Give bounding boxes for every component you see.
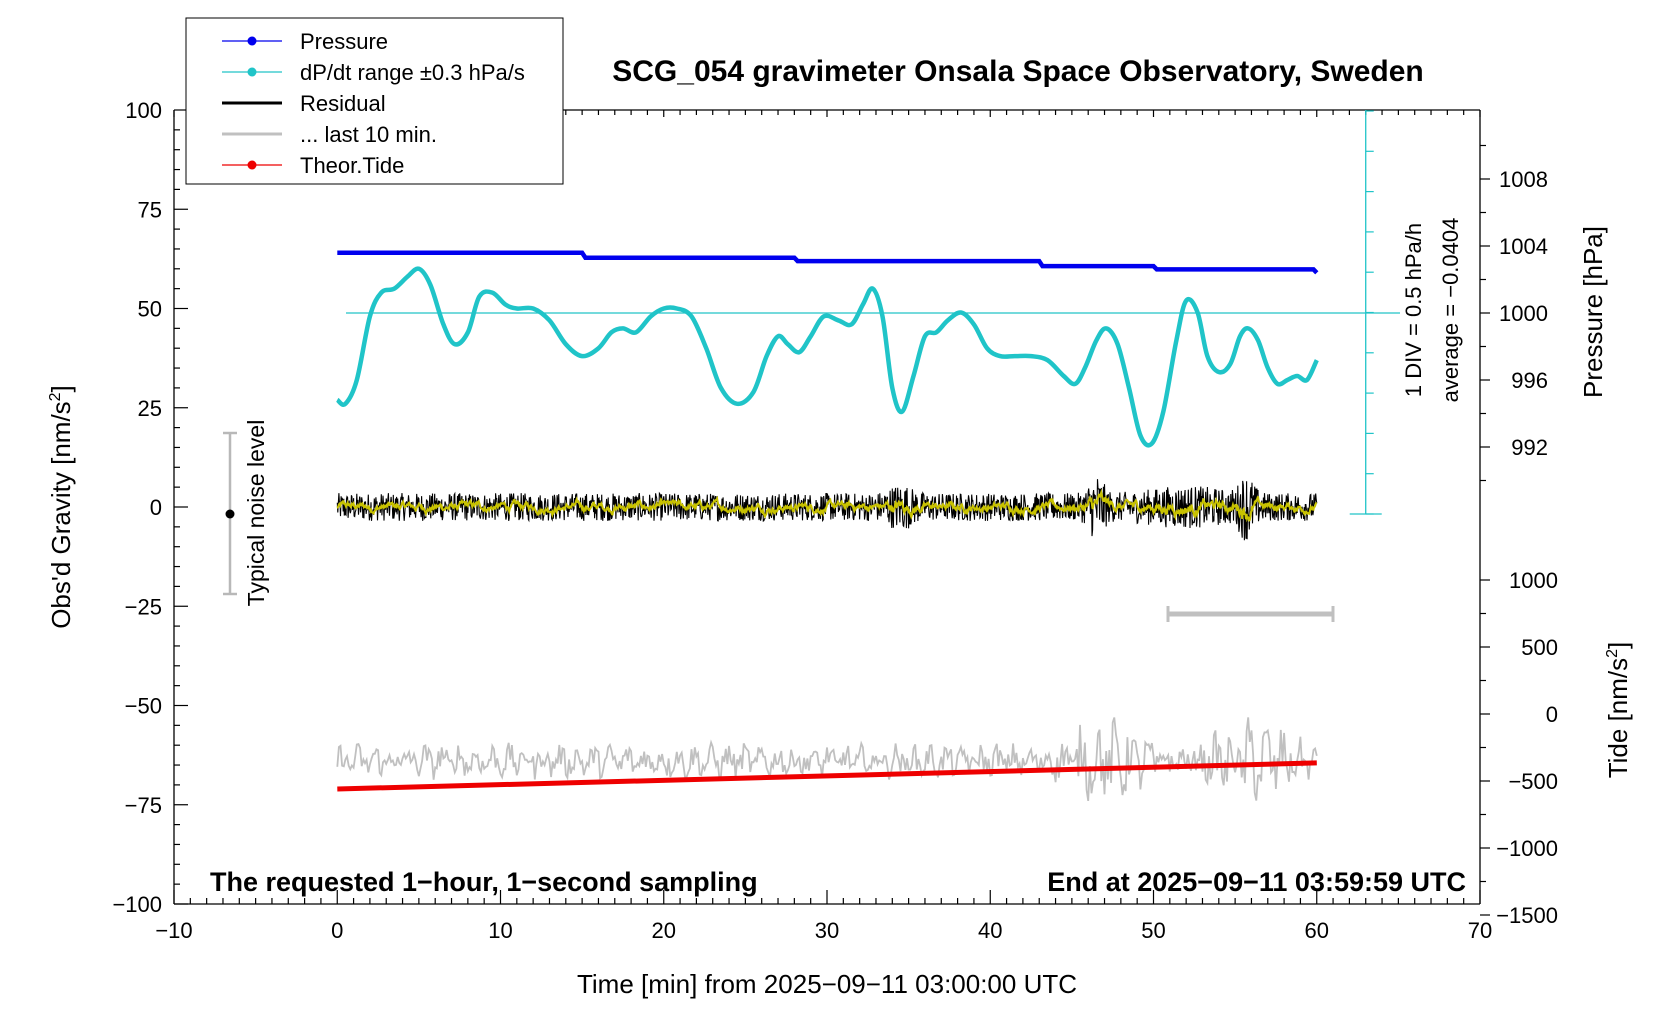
noise-level-bar xyxy=(223,431,237,596)
pressure-tick-label: 1008 xyxy=(1499,167,1548,192)
x-axis: −10 0 10 20 30 40 50 60 70 xyxy=(155,110,1492,943)
x-tick-label: 60 xyxy=(1305,918,1329,943)
div-label: 1 DIV = 0.5 hPa/h xyxy=(1401,223,1426,397)
y-tick-label: −75 xyxy=(125,793,162,818)
y-tick-label: 25 xyxy=(138,396,162,421)
theor-tide-line xyxy=(337,760,1317,792)
legend-marker xyxy=(247,160,257,170)
x-tick-label: 0 xyxy=(331,918,343,943)
legend-box xyxy=(185,17,564,185)
legend-label: Residual xyxy=(300,91,386,116)
pressure-line xyxy=(337,250,1319,275)
y-axis: 100 75 50 25 0 −25 −50 −75 −100 xyxy=(112,98,188,917)
tide-tick-label: −1500 xyxy=(1496,903,1558,928)
x-tick-label: 10 xyxy=(488,918,512,943)
tide-tick-label: 0 xyxy=(1546,702,1558,727)
x-tick-label: 30 xyxy=(815,918,839,943)
legend-marker xyxy=(247,36,257,46)
pressure-tick-label: 996 xyxy=(1511,368,1548,393)
tide-tick-label: 1000 xyxy=(1509,568,1558,593)
average-label: average = −0.0404 xyxy=(1438,218,1463,403)
pressure-axis-label: Pressure [hPa] xyxy=(1578,226,1608,398)
data-series xyxy=(335,250,1319,802)
legend-label: Pressure xyxy=(300,29,388,54)
residual-line xyxy=(336,479,1318,541)
noise-bar-dot xyxy=(225,509,235,519)
x-tick-label: 70 xyxy=(1468,918,1492,943)
legend-label: dP/dt range ±0.3 hPa/s xyxy=(300,60,525,85)
last10-range-bar xyxy=(1166,606,1335,622)
dpdt-division-scale xyxy=(1349,110,1382,515)
pressure-tick-label: 992 xyxy=(1511,435,1548,460)
y-tick-label: −25 xyxy=(125,594,162,619)
y-tick-label: −100 xyxy=(112,892,162,917)
y-axis-label-main: Obs'd Gravity [nm/s xyxy=(46,401,76,628)
legend-marker xyxy=(247,67,257,77)
y-tick-label: −50 xyxy=(125,694,162,719)
x-tick-label: −10 xyxy=(155,918,192,943)
pressure-tick-label: 1000 xyxy=(1499,301,1548,326)
y-tick-label: 0 xyxy=(150,495,162,520)
last-10-min-line xyxy=(336,717,1318,802)
noise-label: Typical noise level xyxy=(243,420,269,607)
tide-axis-label-sup: 2 xyxy=(1604,649,1621,658)
x-tick-label: 50 xyxy=(1141,918,1165,943)
y-axis-label: Obs'd Gravity [nm/s2] xyxy=(46,385,76,629)
residual-smoothed-line xyxy=(336,488,1318,523)
dpdt-line xyxy=(335,266,1319,448)
footer-right: End at 2025−09−11 03:59:59 UTC xyxy=(1047,867,1466,897)
legend: Pressure dP/dt range ±0.3 hPa/s Residual..… xyxy=(185,17,564,185)
footer-left: The requested 1−hour, 1−second sampling xyxy=(210,867,758,897)
pressure-tick-label: 1004 xyxy=(1499,234,1548,259)
x-tick-label: 40 xyxy=(978,918,1002,943)
legend-label: Theor.Tide xyxy=(300,153,404,178)
tide-tick-label: −500 xyxy=(1508,769,1558,794)
tide-tick-label: −1000 xyxy=(1496,836,1558,861)
y-axis-label-sup: 2 xyxy=(47,392,64,401)
tide-axis-label-end: ] xyxy=(1603,642,1633,649)
legend-label: ... last 10 min. xyxy=(300,122,437,147)
y-tick-label: 50 xyxy=(138,297,162,322)
tide-axis-label-main: Tide [nm/s xyxy=(1603,658,1633,778)
y-tick-label: 75 xyxy=(138,197,162,222)
tide-axis: 1000 500 0 −500 −1000 −1500 xyxy=(1480,568,1558,928)
y-tick-label: 100 xyxy=(125,98,162,123)
pressure-axis: 1008 1004 1000 996 992 xyxy=(1480,144,1548,482)
chart-title: SCG_054 gravimeter Onsala Space Observat… xyxy=(612,55,1424,88)
y-axis-label-end: ] xyxy=(46,385,76,392)
x-axis-label: Time [min] from 2025−09−11 03:00:00 UTC xyxy=(577,969,1077,999)
tide-tick-label: 500 xyxy=(1521,635,1558,660)
x-tick-label: 20 xyxy=(652,918,676,943)
minor-ticks xyxy=(174,110,1465,904)
tide-axis-label: Tide [nm/s2] xyxy=(1603,642,1633,779)
